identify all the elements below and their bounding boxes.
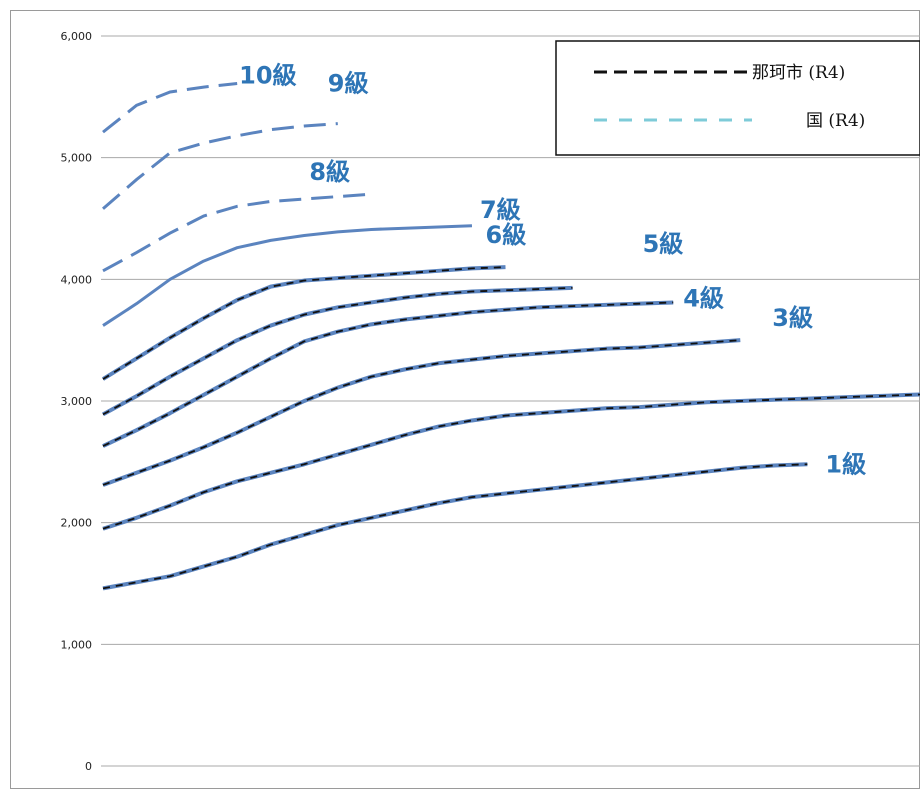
- grade-label: 10級: [239, 61, 296, 89]
- y-axis: 0 1,000 2,000 3,000 4,000 5,000 6,000: [61, 30, 93, 773]
- series-naka-4級: [102, 301, 674, 447]
- series-kuni-10級: [102, 81, 238, 134]
- legend-box: [555, 40, 920, 156]
- grade-label: 1級: [825, 450, 866, 478]
- grade-label: 9級: [328, 70, 369, 98]
- grade-label: 6級: [486, 221, 527, 249]
- series-layer: [101, 81, 920, 591]
- y-tick-label: 4,000: [61, 273, 93, 286]
- series-naka-3級: [102, 339, 741, 486]
- series-naka-6級: [102, 266, 506, 380]
- series-naka-1級: [102, 463, 808, 590]
- y-tick-label: 0: [85, 760, 92, 773]
- grade-labels: 1級2級3級4級5級6級7級8級9級10級: [239, 61, 866, 478]
- grade-label: 5級: [643, 230, 684, 258]
- y-tick-label: 2,000: [61, 517, 93, 530]
- series-kuni-2級: [102, 392, 920, 531]
- series-kuni-9級: [102, 122, 338, 210]
- y-tick-label: 3,000: [61, 395, 93, 408]
- gridlines: [101, 35, 920, 767]
- grade-label: 4級: [683, 284, 724, 312]
- series-naka-5級: [102, 286, 573, 416]
- y-tick-label: 5,000: [61, 152, 93, 165]
- legend: 那珂市 (R4) 国 (R4): [555, 40, 920, 156]
- grade-label: 3級: [772, 304, 813, 332]
- legend-label-naka: 那珂市 (R4): [752, 63, 845, 83]
- series-kuni-8級: [102, 192, 372, 273]
- y-tick-label: 1,000: [61, 638, 93, 651]
- y-tick-label: 6,000: [61, 30, 93, 43]
- legend-label-kuni: 国 (R4): [806, 111, 865, 131]
- grade-label: 7級: [480, 196, 521, 224]
- grade-label: 8級: [309, 158, 350, 186]
- series-kuni-7級: [102, 224, 473, 327]
